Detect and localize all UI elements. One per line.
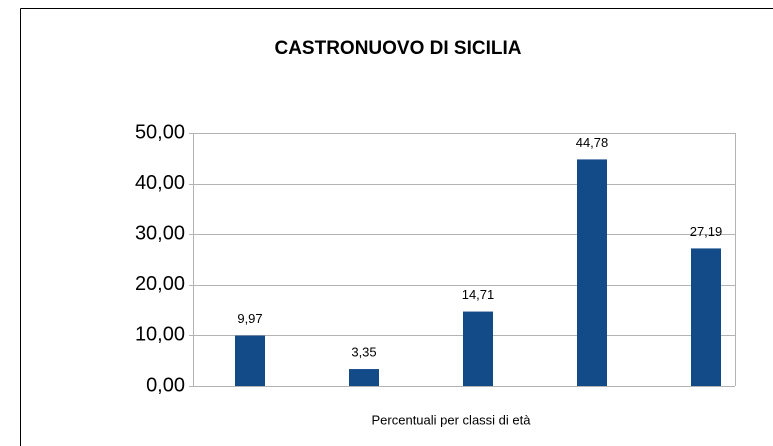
x-axis-label: Percentuali per classi di età xyxy=(372,412,532,427)
y-tick-label: 0,00 xyxy=(146,374,185,396)
bar xyxy=(235,335,265,386)
bar xyxy=(577,159,607,386)
value-label: 9,97 xyxy=(237,311,262,326)
value-label: 27,19 xyxy=(690,224,723,239)
y-tick-label: 20,00 xyxy=(135,273,185,295)
y-tick-label: 10,00 xyxy=(135,324,185,346)
chart-title: CASTRONUOVO DI SICILIA xyxy=(274,38,521,59)
bar xyxy=(349,369,379,386)
y-tick-label: 40,00 xyxy=(135,172,185,194)
bar xyxy=(691,248,721,386)
y-tick-label: 30,00 xyxy=(135,222,185,244)
y-tick-label: 50,00 xyxy=(135,121,185,143)
bar xyxy=(463,311,493,386)
value-label: 14,71 xyxy=(462,287,495,302)
value-label: 44,78 xyxy=(576,135,609,150)
value-label: 3,35 xyxy=(351,344,376,359)
